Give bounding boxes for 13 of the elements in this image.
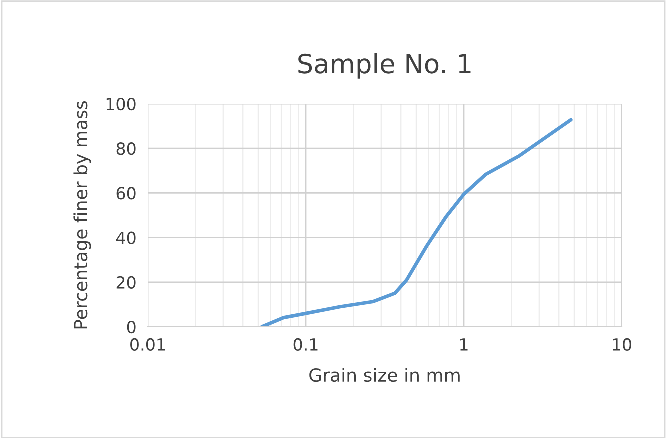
y-tick-label: 100 bbox=[106, 98, 136, 111]
y-tick-label: 60 bbox=[116, 187, 136, 200]
y-tick-label: 0 bbox=[127, 320, 136, 334]
y-tick-label: 20 bbox=[116, 276, 136, 289]
x-tick-label: 0.1 bbox=[294, 338, 318, 352]
x-tick-label: 0.01 bbox=[130, 338, 166, 352]
x-axis-title: Grain size in mm bbox=[310, 368, 460, 382]
x-tick-label: 1 bbox=[460, 338, 468, 351]
x-tick-label: 10 bbox=[613, 338, 632, 352]
y-tick-label: 80 bbox=[116, 142, 136, 156]
y-tick-label: 40 bbox=[116, 232, 136, 244]
chart-title: Sample No. 1 bbox=[298, 53, 471, 79]
y-axis-title: Percentage finer by mass bbox=[74, 102, 92, 329]
